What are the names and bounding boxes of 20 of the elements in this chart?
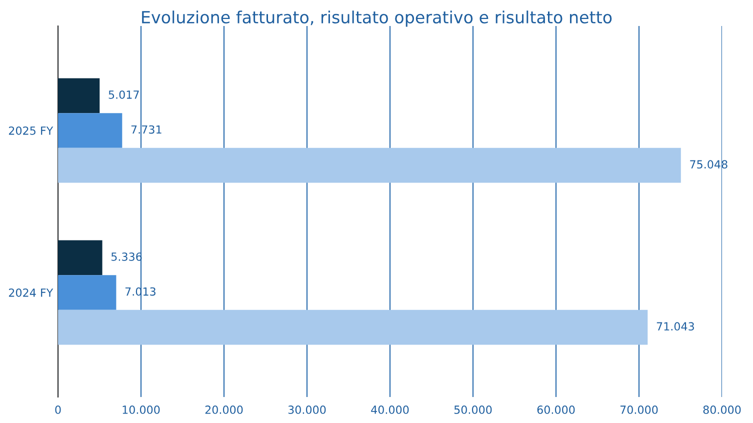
x-tick-label: 50.000: [454, 406, 492, 414]
bar: [58, 113, 122, 148]
x-tick-label: 60.000: [537, 406, 575, 414]
x-tick-label: 10.000: [122, 406, 160, 414]
x-tick-label: 70.000: [620, 406, 658, 414]
x-tick-label: 0: [55, 406, 61, 414]
x-tick-label: 80.000: [703, 406, 741, 414]
data-label: 5.017: [108, 90, 139, 99]
bar: [58, 148, 681, 183]
bar: [58, 310, 648, 345]
data-label: 71.043: [656, 322, 694, 331]
bar: [58, 275, 116, 310]
bar: [58, 78, 100, 114]
bar: [58, 240, 102, 276]
x-tick-label: 30.000: [288, 406, 326, 414]
x-tick-label: 20.000: [205, 406, 243, 414]
y-tick-label: 2025 FY: [8, 126, 54, 135]
y-tick-label: 2024 FY: [8, 288, 54, 297]
x-tick-label: 40.000: [371, 406, 409, 414]
chart-title: Evoluzione fatturato, risultato operativo e risultato netto: [142, 10, 612, 27]
